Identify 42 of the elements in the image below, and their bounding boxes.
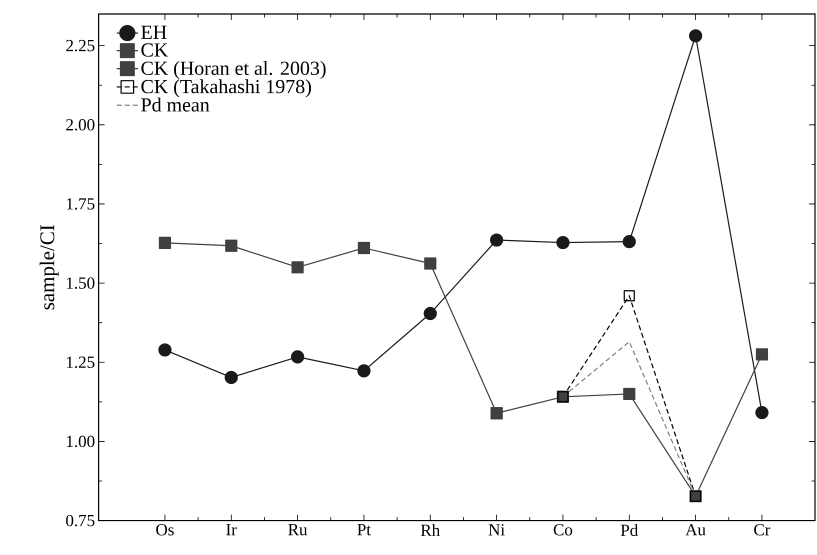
y-tick-label: 1.75 <box>66 198 94 210</box>
point <box>755 406 769 420</box>
x-tick-label: Ru <box>288 524 308 536</box>
point <box>622 235 636 248</box>
y-tick-label: 2.00 <box>66 119 94 131</box>
x-tick-label: Pd <box>620 524 638 536</box>
x-tick-label: Au <box>685 524 706 536</box>
point <box>291 350 304 364</box>
point <box>225 240 238 252</box>
point <box>358 242 370 254</box>
x-tick-label: Co <box>554 524 572 536</box>
point <box>623 388 636 400</box>
legend-label: CK <box>141 43 168 57</box>
y-tick-label: 1.00 <box>66 436 94 448</box>
point <box>424 257 436 270</box>
legend-label: CK (Horan et al. 2003) <box>141 60 326 80</box>
x-tick-label: Ni <box>488 524 505 536</box>
y-tick-label: 1.25 <box>66 356 94 368</box>
point <box>689 29 702 42</box>
point <box>292 261 304 274</box>
y-tick-label: 0.75 <box>66 514 94 526</box>
x-tick-label: Rh <box>420 524 440 536</box>
x-tick-label: Ir <box>226 524 237 536</box>
legend-label: CK (Takahashi 1978) <box>141 79 311 98</box>
y-tick-label: 2.25 <box>66 40 94 52</box>
point <box>490 233 504 247</box>
point <box>756 348 768 360</box>
y-tick-label: 1.50 <box>66 277 94 289</box>
point <box>556 236 570 250</box>
point <box>158 343 172 357</box>
legend-label: Pd mean <box>141 98 210 112</box>
point <box>357 364 371 378</box>
legend-label: EH <box>141 26 167 39</box>
point <box>424 306 437 320</box>
point <box>158 236 172 250</box>
point <box>490 407 503 420</box>
point <box>624 290 635 302</box>
x-tick-label: Pt <box>357 524 371 536</box>
y-axis-title: sample/CI <box>40 225 59 310</box>
x-tick-label: Cr <box>754 524 770 536</box>
x-tick-label: Os <box>156 524 174 536</box>
point <box>224 370 238 384</box>
